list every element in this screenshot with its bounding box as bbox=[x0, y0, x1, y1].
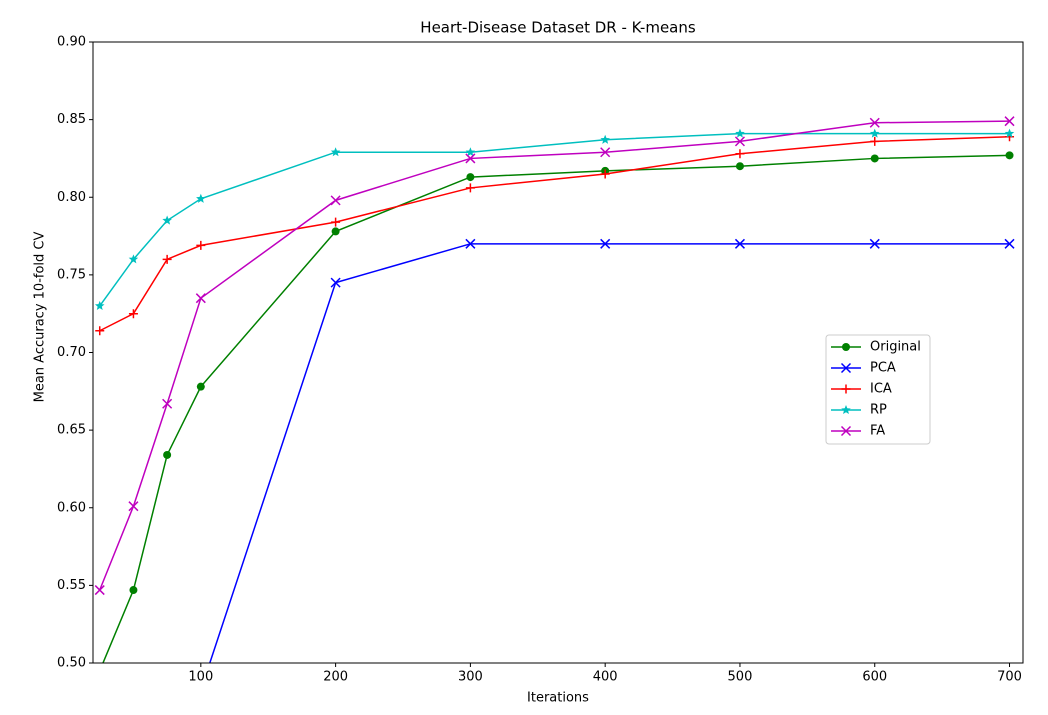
x-axis-label: Iterations bbox=[527, 691, 589, 706]
data-point bbox=[465, 183, 475, 193]
y-tick-label: 0.50 bbox=[57, 656, 86, 671]
legend-marker bbox=[840, 362, 852, 374]
legend-marker bbox=[841, 384, 851, 394]
series-line bbox=[99, 132, 1010, 307]
data-point bbox=[1004, 116, 1015, 127]
data-point bbox=[162, 398, 173, 409]
y-axis-label: Mean Accuracy 10-fold CV bbox=[33, 232, 48, 403]
y-tick-label: 0.85 bbox=[57, 112, 86, 127]
data-point bbox=[869, 238, 880, 249]
data-point bbox=[869, 117, 880, 128]
data-point bbox=[162, 215, 172, 225]
data-point bbox=[465, 147, 476, 157]
data-point bbox=[330, 147, 341, 157]
legend-label: Original bbox=[870, 340, 921, 355]
data-point bbox=[465, 153, 476, 164]
series-line bbox=[99, 135, 1010, 332]
x-tick-label: 100 bbox=[188, 670, 213, 685]
data-point bbox=[735, 162, 744, 171]
data-point bbox=[128, 501, 139, 512]
data-point bbox=[196, 240, 206, 250]
data-point bbox=[95, 326, 105, 336]
y-tick-label: 0.60 bbox=[57, 500, 86, 515]
data-point bbox=[163, 450, 172, 459]
data-point bbox=[600, 147, 611, 158]
legend-marker bbox=[840, 425, 852, 437]
x-tick-label: 300 bbox=[458, 670, 483, 685]
data-point bbox=[94, 300, 105, 310]
data-point bbox=[162, 254, 172, 264]
data-point bbox=[330, 277, 341, 288]
data-point bbox=[600, 169, 610, 179]
data-point bbox=[96, 667, 104, 675]
legend-label: ICA bbox=[870, 382, 892, 397]
data-point bbox=[870, 136, 880, 146]
data-point bbox=[129, 586, 138, 595]
y-tick-label: 0.90 bbox=[57, 35, 86, 50]
data-point bbox=[196, 193, 206, 203]
y-tick-label: 0.75 bbox=[57, 267, 86, 282]
plot-area bbox=[94, 116, 1015, 714]
data-point bbox=[735, 128, 745, 138]
data-point bbox=[195, 293, 206, 304]
data-point bbox=[128, 254, 139, 264]
data-point bbox=[466, 173, 475, 182]
y-tick-label: 0.65 bbox=[57, 423, 86, 438]
x-tick-label: 600 bbox=[862, 670, 887, 685]
series-line bbox=[102, 154, 1010, 663]
legend-label: FA bbox=[870, 424, 885, 439]
legend-label: RP bbox=[870, 403, 887, 418]
data-point bbox=[1005, 151, 1014, 160]
data-point bbox=[331, 217, 341, 227]
y-tick-label: 0.80 bbox=[57, 190, 86, 205]
data-point bbox=[870, 154, 879, 163]
x-tick-label: 500 bbox=[728, 670, 753, 685]
data-point bbox=[1004, 238, 1015, 249]
y-tick-label: 0.55 bbox=[57, 578, 86, 593]
data-point bbox=[735, 149, 745, 159]
data-point bbox=[163, 705, 172, 714]
data-point bbox=[330, 195, 341, 206]
data-point bbox=[128, 309, 138, 319]
series-line bbox=[99, 120, 1010, 591]
data-point bbox=[600, 134, 610, 144]
series-line bbox=[209, 243, 1010, 663]
legend-marker bbox=[841, 405, 851, 415]
data-point bbox=[465, 238, 476, 249]
data-point bbox=[869, 128, 880, 138]
plot-frame bbox=[92, 41, 1024, 664]
data-point bbox=[94, 585, 105, 596]
data-point bbox=[1004, 128, 1015, 138]
x-tick-label: 400 bbox=[593, 670, 618, 685]
x-tick-label: 200 bbox=[323, 670, 348, 685]
data-point bbox=[196, 686, 205, 695]
data-point bbox=[734, 136, 745, 147]
legend-marker bbox=[842, 343, 850, 351]
legend-box bbox=[825, 334, 931, 445]
data-point bbox=[734, 238, 745, 249]
data-point bbox=[196, 382, 205, 391]
x-tick-label: 700 bbox=[997, 670, 1022, 685]
y-tick-label: 0.70 bbox=[57, 345, 86, 360]
legend-label: PCA bbox=[870, 361, 896, 376]
data-point bbox=[331, 227, 340, 236]
data-point bbox=[600, 238, 611, 249]
chart-title: Heart-Disease Dataset DR - K-means bbox=[420, 19, 696, 37]
